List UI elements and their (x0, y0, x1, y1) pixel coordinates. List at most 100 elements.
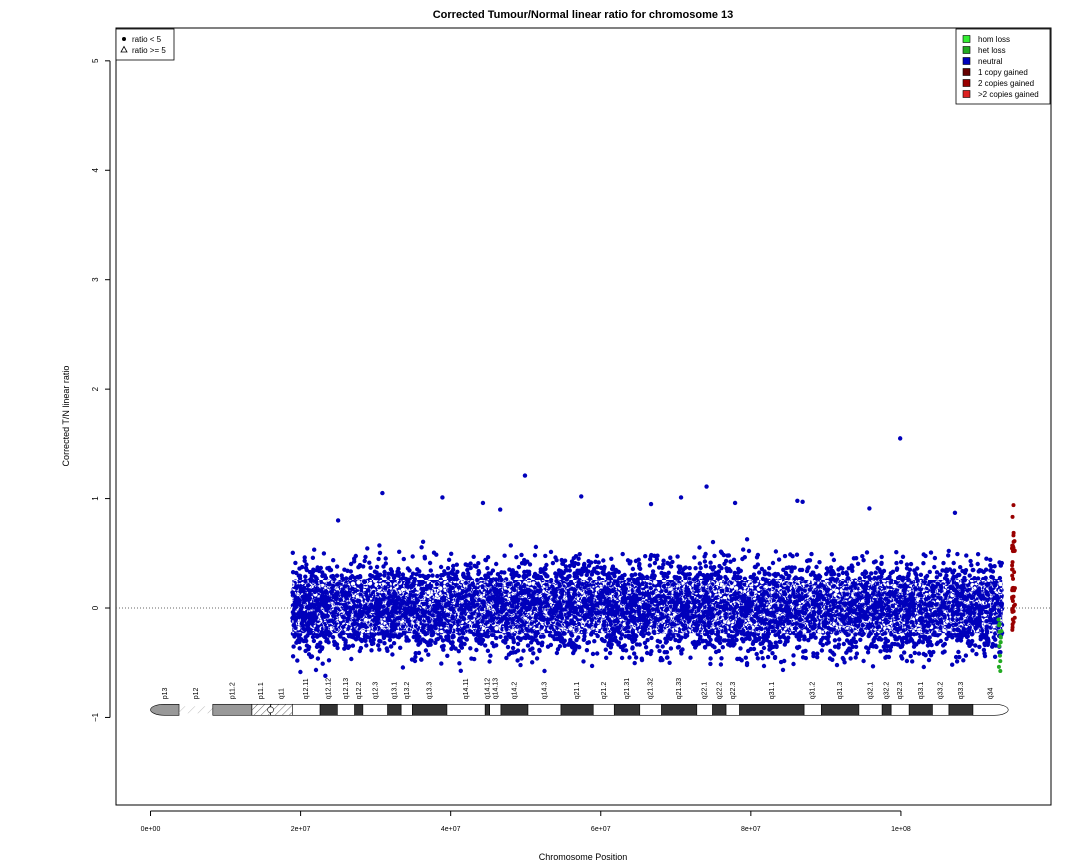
gained-point (1010, 598, 1015, 603)
symbol-legend-label-0: ratio < 5 (132, 35, 162, 44)
ideogram-band-label: q21.2 (601, 682, 608, 700)
ideogram-band-q33.3 (948, 703, 974, 716)
ideogram-band-label: p12 (193, 688, 200, 700)
outlier-point (579, 494, 584, 499)
series-legend-box (955, 28, 1051, 105)
outlier-points (323, 436, 958, 679)
series-legend-swatch (962, 90, 971, 98)
x-tick-label: 1e+08 (891, 826, 911, 833)
ideogram-band-q22.1 (696, 703, 713, 716)
ideogram-band-label: q13.1 (391, 682, 398, 700)
ideogram-band-label: q14.2 (511, 682, 518, 700)
series-legend-swatch (962, 68, 971, 76)
het-loss-point (997, 653, 1002, 658)
het-loss-point (999, 629, 1004, 634)
ideogram-band-label: q21.32 (648, 678, 655, 700)
ideogram-band-q13.2 (400, 703, 413, 716)
het-loss-point (998, 634, 1003, 639)
outlier-point (795, 498, 800, 503)
outlier-point (380, 490, 385, 496)
outlier-point (867, 506, 872, 511)
series-legend-swatch (962, 79, 971, 87)
chromosome-ideogram: p13 p12 p11.2 p11.1 q11 q12.11 q12.12 q12.13 q12… (150, 678, 1009, 716)
x-axis-label: Chromosome Position (539, 852, 628, 862)
ideogram-band-p12 (179, 706, 213, 714)
ideogram-band-label: q22.3 (730, 682, 737, 700)
outlier-point (335, 518, 341, 523)
outlier-point (732, 500, 738, 506)
gained-point (1010, 560, 1015, 565)
outlier-point (704, 484, 709, 489)
ideogram-band-q31.3 (821, 703, 860, 716)
triangle-symbol-icon (120, 45, 128, 53)
ideogram-band-label: q21.1 (574, 682, 581, 700)
y-tick-label: 2 (91, 386, 100, 391)
ideogram-band-q33.1 (908, 703, 933, 716)
gained-point (1012, 602, 1017, 607)
ideogram-band-q12.11 (292, 703, 321, 716)
plot-frame (115, 27, 1052, 806)
het-loss-point (998, 668, 1003, 673)
ideogram-band-label: q14.11 (463, 678, 470, 699)
ideogram-band-label: q31.2 (810, 682, 817, 700)
ideogram-band-label: q21.31 (624, 678, 631, 700)
x-tick-label: 4e+07 (441, 826, 461, 833)
ideogram-band-label: q13.3 (427, 682, 434, 700)
ideogram-band-q21.1 (560, 703, 594, 716)
series-legend-label: hom loss (978, 35, 1010, 44)
series-legend-swatch (962, 35, 971, 43)
series-legend-label: neutral (978, 57, 1003, 66)
ideogram-band-q14.3 (527, 703, 562, 716)
series-legend-label: het loss (978, 46, 1006, 55)
ideogram-band-label: q14.12 (484, 678, 491, 700)
ideogram-band-q21.32 (639, 703, 662, 716)
ideogram-band-q32.1 (858, 703, 883, 716)
ideogram-band-label: q32.2 (884, 682, 891, 700)
symbol-legend-box (115, 28, 175, 61)
ideogram-band-label: q13.2 (404, 682, 411, 700)
x-tick-label: 0e+00 (141, 826, 161, 833)
y-tick-label: 5 (91, 58, 100, 63)
ideogram-band-label: q31.3 (837, 682, 844, 700)
x-tick-label: 8e+07 (741, 826, 761, 833)
gained-point (1010, 625, 1015, 630)
series-legend-label: >2 copies gained (978, 90, 1039, 99)
gained-point (1011, 609, 1016, 614)
ideogram-band-label: q22.1 (702, 682, 709, 700)
het-loss-point (996, 664, 1001, 669)
gained-point (1011, 576, 1016, 581)
ideogram-band-q14.12 (484, 703, 490, 716)
ideogram-band-label: q12.13 (343, 678, 350, 700)
gained-point (1011, 530, 1016, 535)
ideogram-band-q14.13 (489, 703, 502, 716)
ideogram-band-q32.3 (890, 703, 910, 716)
outlier-point (498, 507, 503, 512)
ideogram-band-q22.3 (725, 703, 740, 716)
ideogram-band-q31.1 (739, 703, 805, 716)
gained-point (1011, 585, 1016, 590)
outlier-point (897, 436, 903, 441)
gained-point (1010, 563, 1015, 568)
ideogram-band-q34 (972, 703, 1009, 716)
ideogram-band-label: q33.2 (938, 682, 945, 700)
ideogram-band-label: q14.3 (541, 682, 548, 700)
het-loss-point (998, 640, 1003, 645)
series-legend-label: 2 copies gained (978, 79, 1034, 88)
gained-point (1011, 503, 1016, 508)
gained-point (1010, 573, 1015, 578)
ideogram-band-label: p13 (162, 688, 169, 700)
gained-point (1009, 546, 1014, 551)
outlier-point (480, 500, 486, 506)
y-tick-label: 1 (91, 496, 100, 501)
ideogram-band-q12.12 (319, 703, 338, 716)
outlier-point (952, 510, 958, 516)
ideogram-band-label: q32.1 (868, 682, 875, 700)
y-tick-label: −1 (91, 712, 100, 722)
ideogram-band-label: q12.2 (356, 682, 363, 700)
y-axis: −1 0 1 2 3 4 5 (91, 58, 111, 722)
ideogram-band-q21.33 (661, 703, 698, 716)
symbol-legend-label-1: ratio >= 5 (132, 46, 166, 55)
series-legend: hom loss het loss neutral 1 copy gained 2 co… (955, 28, 1051, 105)
loss-points (996, 617, 1004, 673)
